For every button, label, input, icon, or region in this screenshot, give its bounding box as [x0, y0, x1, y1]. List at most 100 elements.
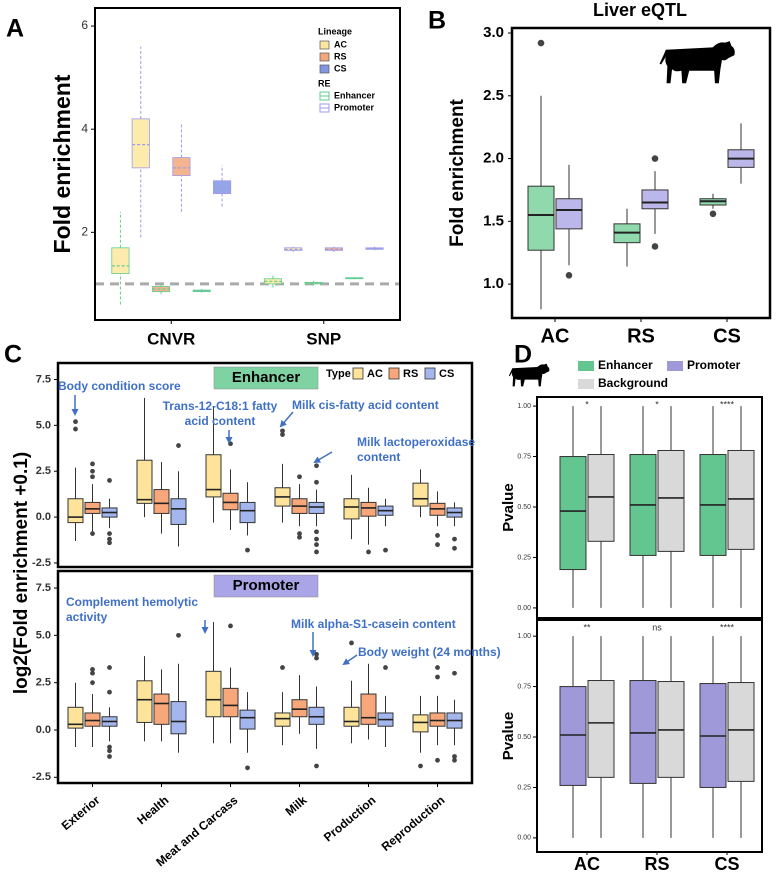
significance-label: ****: [720, 399, 735, 409]
legend-title: Lineage: [318, 26, 352, 36]
outlier: [280, 665, 285, 670]
box: [111, 247, 130, 274]
panel-letter: B: [428, 7, 446, 35]
y-tick-label: 0.25: [517, 784, 531, 791]
y-tick-label: 2.5: [36, 465, 51, 477]
box: [360, 501, 377, 517]
significance-label: *: [655, 399, 659, 409]
outlier: [90, 680, 95, 686]
annotation-arrow: [279, 411, 294, 428]
x-tick-label: Exterior: [59, 793, 103, 833]
outlier: [107, 754, 112, 759]
outlier: [435, 757, 440, 763]
outlier: [245, 547, 250, 553]
y-tick-label: 2.5: [483, 87, 504, 104]
outlier: [107, 536, 112, 542]
outlier: [314, 542, 319, 548]
legend-label: AC: [334, 39, 347, 49]
box: [172, 157, 191, 177]
outlier: [297, 474, 302, 480]
outlier: [245, 765, 250, 771]
box: [412, 482, 429, 507]
outlier: [435, 533, 440, 538]
outlier: [537, 39, 545, 47]
x-tick-label: CS: [713, 325, 741, 347]
significance-label: **: [583, 622, 591, 632]
annotation: Body weight (24 months): [358, 645, 501, 659]
cow-icon: [508, 363, 550, 387]
box: [308, 706, 325, 725]
outlier: [107, 478, 112, 483]
y-tick-label: 1.0: [483, 275, 504, 292]
box: [343, 706, 360, 727]
chart-title: Liver eQTL: [593, 0, 687, 20]
outlier: [107, 540, 112, 546]
x-tick-label: Reproduction: [379, 793, 448, 854]
box: [239, 709, 256, 730]
box: [641, 189, 669, 210]
box: [308, 501, 325, 514]
legend-label: RS: [334, 51, 347, 61]
x-tick-label: AC: [541, 325, 570, 347]
y-axis-label: log2(Fold enrichment +0.1): [11, 452, 32, 694]
annotation: Milk lactoperoxidase: [357, 435, 475, 449]
box: [153, 693, 170, 725]
outlier: [90, 670, 95, 676]
outlier: [107, 744, 112, 750]
legend-title: Type: [326, 368, 351, 380]
x-tick-label: Health: [134, 793, 171, 827]
box: [587, 454, 615, 542]
box: [527, 185, 555, 251]
y-tick-label: 0.75: [517, 683, 531, 690]
x-tick-label: SNP: [306, 329, 341, 348]
legend-label: AC: [367, 368, 383, 380]
legend-title: RE: [318, 78, 331, 88]
outlier: [73, 426, 78, 432]
y-tick-label: 2.0: [483, 150, 504, 167]
outlier: [709, 210, 717, 218]
outlier: [314, 763, 319, 769]
box: [343, 498, 360, 520]
box: [205, 454, 222, 498]
y-tick-label: 0.25: [517, 554, 531, 561]
box: [274, 712, 291, 727]
annotation-arrow: [342, 654, 358, 666]
x-tick-label: Production: [321, 793, 379, 844]
outlier: [314, 655, 319, 661]
y-tick-label: 5.0: [36, 419, 51, 431]
outlier: [435, 542, 440, 548]
annotation: Milk cis-fatty acid content: [292, 398, 439, 412]
y-tick-label: 0.50: [517, 734, 531, 741]
box: [67, 706, 84, 729]
y-tick-label: 3.0: [483, 24, 504, 41]
y-tick-label: 2: [81, 225, 88, 239]
annotation: Milk alpha-S1-casein content: [291, 617, 456, 631]
outlier: [314, 479, 319, 485]
outlier: [176, 632, 181, 638]
legend-label: Enhancer: [598, 358, 653, 372]
y-tick-label: 0.00: [517, 835, 531, 842]
plot-frame: [56, 361, 474, 569]
y-tick-label: 0.50: [517, 504, 531, 511]
outlier: [314, 463, 319, 469]
outlier: [176, 443, 181, 448]
x-tick-label: CNVR: [147, 329, 195, 348]
box: [555, 198, 583, 230]
significance-label: ****: [720, 622, 735, 632]
box: [559, 456, 587, 571]
y-tick-label: 0.0: [36, 724, 51, 736]
y-tick-label: 1.00: [517, 633, 531, 640]
box: [131, 118, 150, 169]
y-tick-label: 1.00: [517, 403, 531, 410]
box: [170, 498, 187, 525]
outlier: [228, 623, 233, 629]
plot-frame: [536, 619, 763, 853]
cow-icon: [659, 41, 735, 84]
outlier: [90, 461, 95, 467]
y-tick-label: 4: [81, 121, 88, 135]
legend-swatch: [352, 367, 364, 380]
outlier: [349, 640, 354, 646]
box: [170, 701, 187, 735]
x-tick-label: AC: [574, 854, 600, 874]
box: [136, 459, 153, 504]
